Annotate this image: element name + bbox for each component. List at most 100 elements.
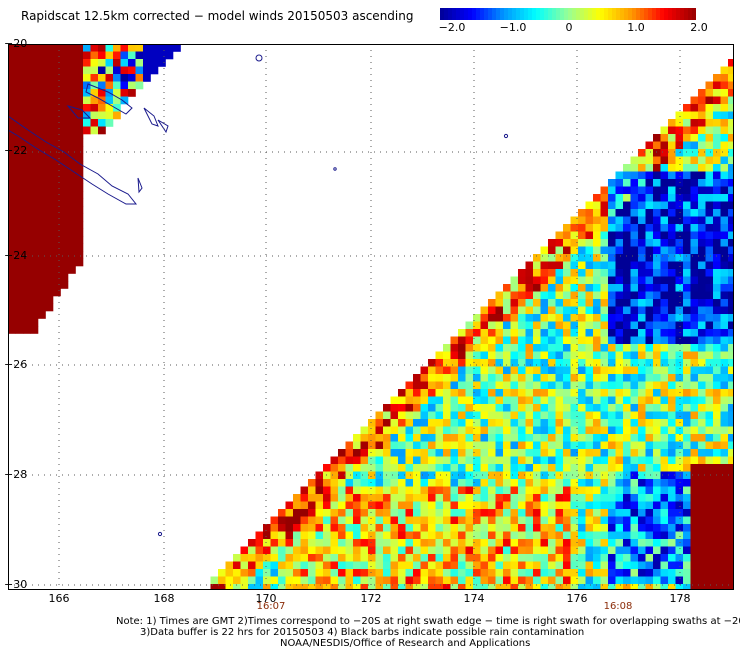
wind-cell bbox=[338, 471, 346, 480]
wind-cell bbox=[623, 569, 631, 577]
wind-cell bbox=[600, 479, 609, 487]
wind-cell bbox=[383, 554, 391, 562]
colorbar-segment bbox=[612, 8, 617, 20]
wind-cell bbox=[713, 516, 721, 525]
wind-cell bbox=[488, 389, 496, 397]
wind-cell bbox=[420, 404, 429, 412]
wind-cell bbox=[720, 351, 729, 360]
wind-cell bbox=[720, 516, 729, 525]
wind-cell bbox=[525, 554, 534, 562]
wind-cell bbox=[398, 471, 406, 480]
wind-cell bbox=[533, 291, 541, 300]
wind-cell bbox=[30, 176, 39, 184]
wind-cell bbox=[38, 183, 46, 192]
wind-cell bbox=[405, 584, 414, 590]
wind-cell bbox=[23, 228, 31, 237]
wind-cell bbox=[8, 81, 16, 90]
wind-cell bbox=[383, 576, 391, 585]
wind-cell bbox=[68, 89, 76, 97]
wind-cell bbox=[518, 359, 526, 367]
colorbar-segment bbox=[484, 8, 489, 20]
wind-cell bbox=[608, 261, 616, 270]
wind-cell bbox=[638, 156, 646, 165]
wind-cell bbox=[38, 126, 46, 135]
wind-cell bbox=[638, 516, 646, 525]
wind-cell bbox=[638, 321, 646, 330]
wind-cell bbox=[615, 456, 624, 465]
wind-cell bbox=[713, 509, 721, 517]
wind-cell bbox=[720, 464, 729, 472]
wind-cell bbox=[578, 404, 586, 412]
wind-cell bbox=[623, 291, 631, 300]
wind-cell bbox=[23, 59, 31, 67]
wind-cell bbox=[608, 501, 616, 510]
wind-cell bbox=[555, 291, 564, 300]
wind-cell bbox=[570, 426, 579, 435]
wind-cell bbox=[525, 584, 534, 590]
wind-cell bbox=[510, 494, 519, 502]
wind-cell bbox=[120, 89, 129, 97]
wind-cell bbox=[705, 359, 714, 367]
wind-cell bbox=[360, 524, 369, 532]
wind-cell bbox=[720, 231, 729, 240]
wind-cell bbox=[660, 359, 669, 367]
wind-cell bbox=[623, 329, 631, 337]
wind-cell bbox=[60, 266, 69, 274]
wind-cell bbox=[578, 299, 586, 307]
wind-cell bbox=[593, 269, 601, 277]
wind-cell bbox=[443, 539, 451, 547]
wind-cell bbox=[465, 404, 474, 412]
wind-cell bbox=[638, 419, 646, 427]
wind-cell bbox=[390, 584, 399, 590]
wind-cell bbox=[555, 344, 564, 352]
wind-cell bbox=[465, 546, 474, 555]
wind-cell bbox=[128, 59, 136, 67]
wind-cell bbox=[593, 486, 601, 495]
wind-cell bbox=[45, 44, 54, 52]
wind-cell bbox=[698, 419, 706, 427]
wind-cell bbox=[68, 266, 76, 274]
wind-cell bbox=[698, 269, 706, 277]
wind-cell bbox=[285, 561, 294, 570]
wind-cell bbox=[555, 366, 564, 375]
wind-cell bbox=[713, 164, 721, 172]
wind-cell bbox=[690, 584, 699, 590]
wind-cell bbox=[600, 576, 609, 585]
wind-cell bbox=[120, 51, 129, 60]
wind-cell bbox=[593, 464, 601, 472]
wind-cell bbox=[75, 198, 84, 207]
wind-cell bbox=[690, 141, 699, 150]
wind-cell bbox=[53, 258, 61, 267]
wind-cell bbox=[578, 554, 586, 562]
wind-cell bbox=[608, 299, 616, 307]
wind-cell bbox=[578, 531, 586, 540]
wind-cell bbox=[480, 321, 489, 330]
wind-cell bbox=[713, 216, 721, 225]
wind-cell bbox=[518, 539, 526, 547]
wind-cell bbox=[563, 396, 571, 405]
wind-cell bbox=[540, 554, 549, 562]
wind-cell bbox=[698, 291, 706, 300]
wind-cell bbox=[720, 479, 729, 487]
wind-cell bbox=[563, 576, 571, 585]
lat-label-20s: −20 bbox=[4, 37, 28, 50]
wind-cell bbox=[638, 284, 646, 292]
wind-cell bbox=[375, 539, 384, 547]
wind-cell bbox=[690, 194, 699, 202]
wind-cell bbox=[30, 296, 39, 304]
wind-cell bbox=[473, 569, 481, 577]
wind-cell bbox=[698, 164, 706, 172]
wind-cell bbox=[435, 366, 444, 375]
wind-cell bbox=[713, 576, 721, 585]
wind-cell bbox=[8, 146, 16, 154]
wind-cell bbox=[623, 381, 631, 390]
wind-cell bbox=[413, 374, 421, 382]
wind-cell bbox=[353, 531, 361, 540]
wind-cell bbox=[533, 344, 541, 352]
wind-cell bbox=[608, 486, 616, 495]
wind-cell bbox=[150, 66, 159, 75]
wind-cell bbox=[105, 66, 114, 75]
wind-cell bbox=[330, 584, 339, 590]
wind-cell bbox=[488, 321, 496, 330]
wind-cell bbox=[668, 216, 676, 225]
